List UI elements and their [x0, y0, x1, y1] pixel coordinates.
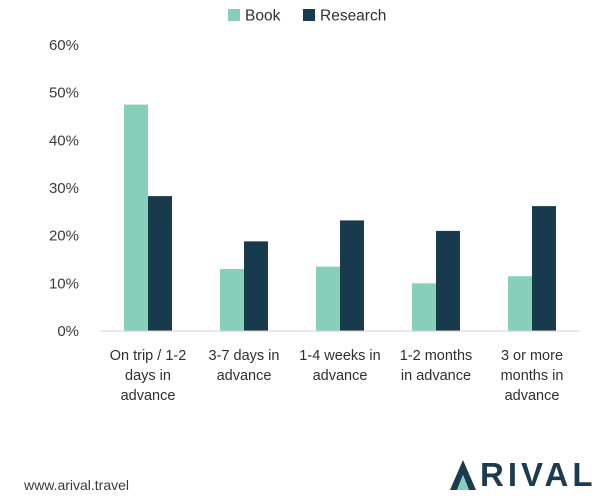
bar-research [148, 196, 172, 331]
y-tick-label: 20% [49, 228, 79, 245]
y-tick-label: 60% [49, 37, 79, 54]
y-tick-label: 40% [49, 132, 79, 149]
bar-book [316, 266, 340, 331]
y-tick-label: 10% [49, 275, 79, 292]
x-category-label: 3 or more months in advance [501, 348, 564, 404]
x-category-label: 1-2 months in advance [400, 348, 473, 384]
y-tick-label: 50% [49, 85, 79, 102]
legend-label-book: Book [245, 8, 281, 25]
bar-book [124, 104, 148, 331]
x-category-label: 3-7 days in advance [209, 348, 280, 384]
footer-url: www.arival.travel [24, 477, 130, 493]
legend-swatch-book [228, 9, 240, 21]
bar-research [340, 220, 364, 331]
bar-research [436, 230, 460, 331]
y-tick-label: 30% [49, 180, 79, 197]
bar-book [412, 283, 436, 331]
legend-label-research: Research [320, 8, 386, 25]
bar-book [508, 276, 532, 331]
arival-logo-text: RIVAL [480, 456, 597, 493]
x-axis: On trip / 1-2 days in advance 3-7 days in ad… [110, 348, 564, 404]
legend-swatch-research [303, 9, 315, 21]
bar-research [532, 206, 556, 331]
bar-chart: Book Research 0% 10% 20% 30% 40% 50% 60% On tri… [49, 8, 580, 404]
y-tick-label: 0% [57, 323, 79, 340]
x-category-label: On trip / 1-2 days in advance [110, 348, 187, 404]
bar-research [244, 241, 268, 331]
bar-book [220, 269, 244, 331]
arival-logo: RIVAL [448, 456, 597, 494]
bars [124, 104, 556, 331]
y-axis: 0% 10% 20% 30% 40% 50% 60% [49, 37, 79, 340]
x-category-label: 1-4 weeks in advance [299, 348, 380, 384]
legend: Book Research [228, 8, 386, 25]
arival-logo-a-icon [450, 460, 476, 490]
